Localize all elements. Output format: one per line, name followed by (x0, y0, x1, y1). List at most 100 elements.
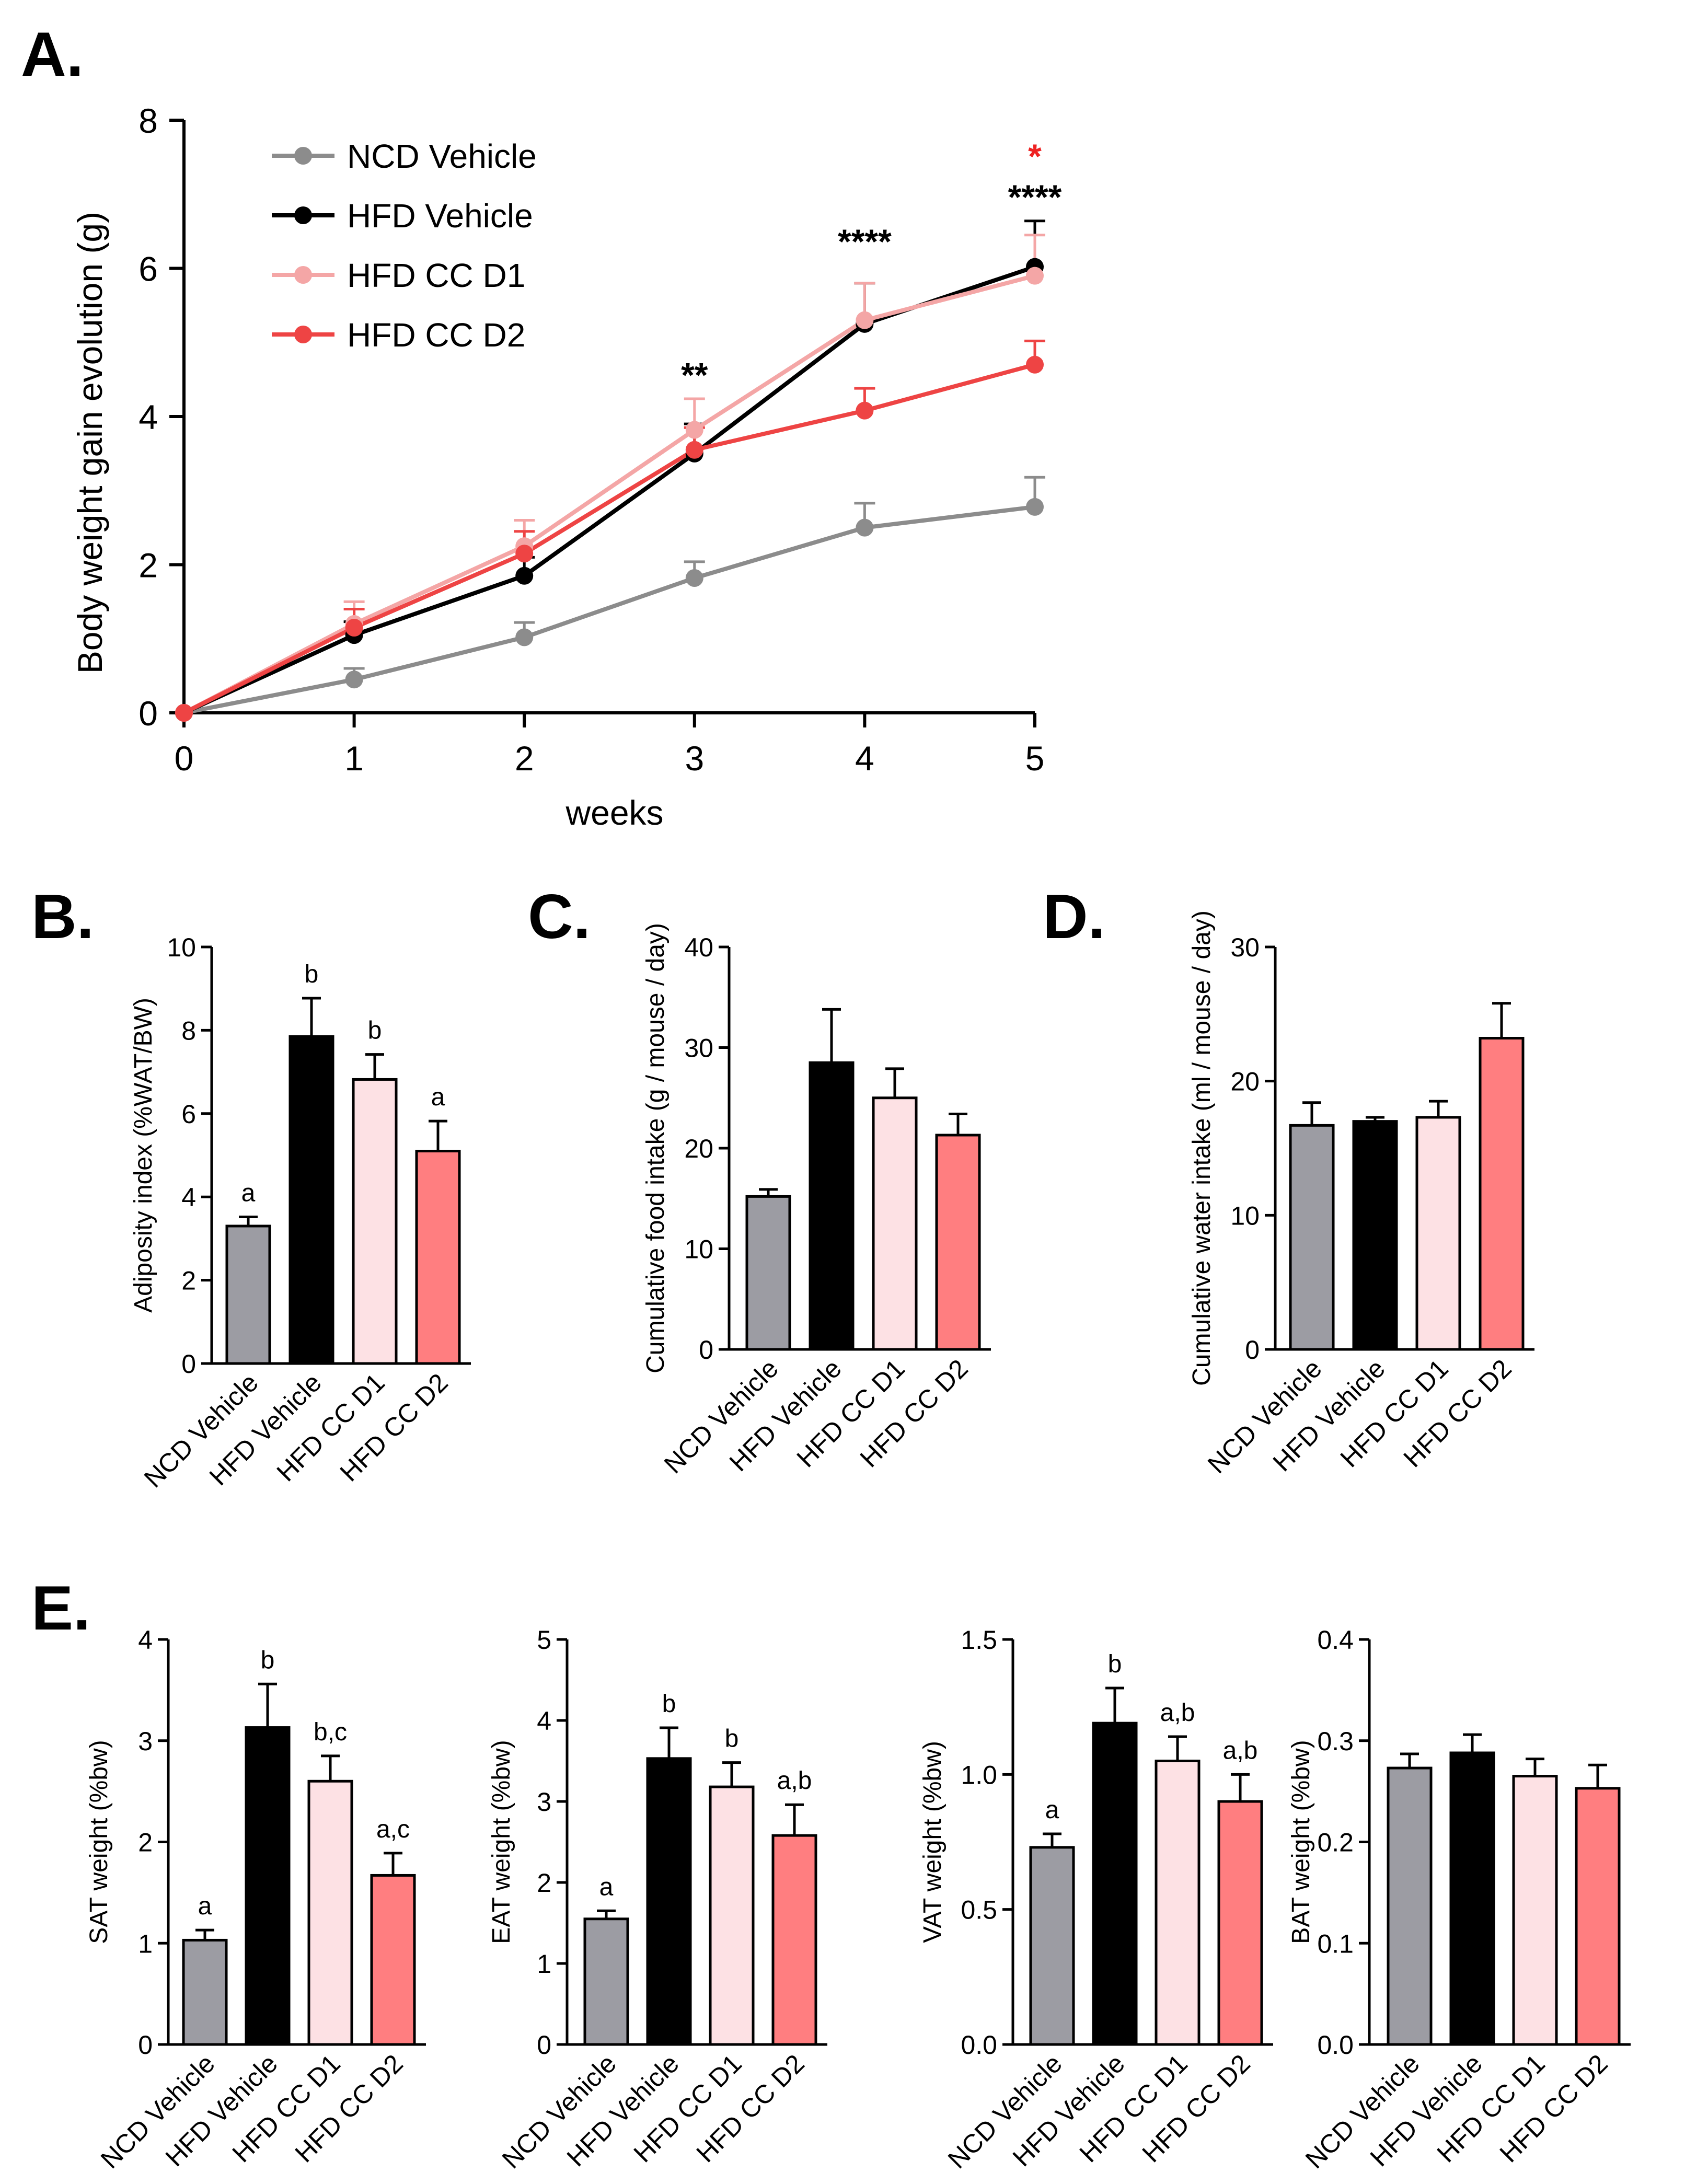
data-point-ncd (345, 671, 363, 689)
legend-marker-ncd (294, 147, 312, 165)
significance-annotation: **** (1008, 178, 1062, 216)
bar-d (1352, 1120, 1398, 1351)
y-tick-label-b: 2 (181, 1266, 196, 1296)
significance-letter: a (241, 1179, 256, 1207)
y-tick-label-e2: 5 (537, 1625, 551, 1655)
bar-d (1415, 1116, 1461, 1351)
significance-annotation: **** (838, 222, 892, 261)
panel-label-d: D. (1043, 882, 1105, 952)
data-point-cc_d1_line (685, 421, 703, 439)
y-tick-label-c: 40 (684, 933, 713, 962)
y-tick-label-e3: 0.5 (961, 1896, 997, 1925)
y-axis-label-e2: EAT weight (%bw) (488, 1740, 515, 1944)
significance-letter: a,b (777, 1767, 812, 1795)
significance-letter: b (725, 1725, 739, 1753)
y-tick-label-b: 0 (181, 1349, 196, 1379)
bar-e3 (1155, 1760, 1201, 2046)
bar-e1 (370, 1874, 416, 2046)
x-tick-label-a: 4 (855, 739, 874, 778)
significance-letter: a (1045, 1796, 1059, 1824)
data-point-cc_d2_line (515, 545, 534, 563)
y-tick-label-c: 30 (684, 1034, 713, 1063)
bar-c (872, 1096, 918, 1351)
bar-b (225, 1224, 271, 1365)
y-tick-label-e2: 3 (537, 1787, 551, 1817)
significance-annotation: * (1028, 137, 1042, 176)
legend-marker-cc_d1_line (294, 266, 312, 284)
significance-letter: a,c (376, 1816, 410, 1843)
bar-b (288, 1035, 334, 1365)
bar-b (415, 1150, 461, 1365)
x-axis-label-a: weeks (565, 793, 663, 832)
y-axis-label-e4: BAT weight (%bw) (1287, 1740, 1315, 1944)
y-tick-label-e1: 3 (138, 1727, 153, 1756)
bar-e1 (245, 1726, 291, 2046)
significance-annotation: ** (681, 355, 708, 394)
y-tick-label-a: 8 (139, 101, 158, 140)
y-tick-label-e1: 4 (138, 1625, 153, 1655)
y-tick-label-e2: 2 (537, 1868, 551, 1898)
bar-e2 (646, 1757, 692, 2046)
significance-letter: b (1108, 1650, 1122, 1678)
y-tick-label-d: 20 (1230, 1067, 1260, 1096)
significance-letter: b (261, 1646, 275, 1674)
legend-label: NCD Vehicle (347, 137, 537, 175)
y-axis-label-c: Cumulative food intake (g / mouse / day) (642, 923, 670, 1373)
significance-letter: b,c (314, 1718, 347, 1746)
significance-letter: a,b (1160, 1699, 1195, 1727)
legend-marker-hfd (294, 206, 312, 224)
bar-b (352, 1078, 398, 1365)
bar-e4 (1387, 1766, 1433, 2046)
series-line-cc_d1_line (183, 273, 1036, 715)
y-tick-label-e1: 0 (138, 2030, 153, 2060)
legend-label: HFD CC D2 (347, 316, 525, 354)
bar-e4 (1449, 1751, 1495, 2046)
y-tick-label-c: 10 (684, 1235, 713, 1264)
y-tick-label-e4: 0.3 (1317, 1727, 1354, 1756)
bar-e4 (1512, 1775, 1558, 2046)
significance-letter: a,b (1223, 1737, 1258, 1764)
data-point-ncd (685, 569, 703, 587)
bar-c (745, 1195, 791, 1351)
y-tick-label-d: 30 (1230, 933, 1260, 962)
bar-c (809, 1061, 855, 1351)
bar-d (1289, 1124, 1335, 1351)
data-point-hfd (515, 567, 534, 585)
y-tick-label-e3: 1.0 (961, 1760, 997, 1789)
bar-e1 (182, 1938, 228, 2046)
y-tick-label-a: 6 (139, 250, 158, 288)
y-tick-label-e2: 4 (537, 1706, 551, 1736)
significance-letter: b (305, 961, 319, 988)
bar-e2 (583, 1917, 629, 2046)
y-tick-label-e2: 1 (537, 1949, 551, 1979)
data-point-ncd (1026, 498, 1044, 516)
y-axis-label-d: Cumulative water intake (ml / mouse / da… (1188, 910, 1216, 1386)
legend-marker-cc_d2_line (294, 326, 312, 343)
bar-e3 (1217, 1800, 1263, 2046)
data-point-ncd (515, 628, 534, 646)
y-tick-label-a: 2 (139, 546, 158, 585)
bar-e2 (771, 1834, 817, 2046)
legend-label: HFD Vehicle (347, 197, 533, 235)
bar-c (935, 1134, 981, 1351)
x-tick-label-a: 5 (1025, 739, 1045, 778)
y-tick-label-d: 0 (1245, 1335, 1260, 1365)
data-point-cc_d2_line (175, 704, 193, 722)
significance-letter: b (662, 1690, 676, 1718)
bar-e2 (709, 1785, 755, 2046)
y-tick-label-e3: 1.5 (961, 1625, 997, 1655)
data-point-cc_d2_line (856, 401, 874, 420)
bar-d (1479, 1037, 1525, 1351)
y-tick-label-b: 8 (181, 1016, 196, 1045)
x-tick-label-a: 0 (175, 739, 194, 778)
y-tick-label-a: 4 (139, 398, 158, 436)
panel-label-c: C. (528, 882, 591, 952)
significance-letter: b (368, 1017, 382, 1045)
x-tick-label-a: 3 (685, 739, 704, 778)
data-point-cc_d1_line (856, 311, 874, 329)
y-tick-label-e4: 0.4 (1317, 1625, 1354, 1655)
y-tick-label-e2: 0 (537, 2030, 551, 2060)
series-line-cc_d2_line (183, 362, 1036, 715)
y-tick-label-e1: 2 (138, 1828, 153, 1857)
